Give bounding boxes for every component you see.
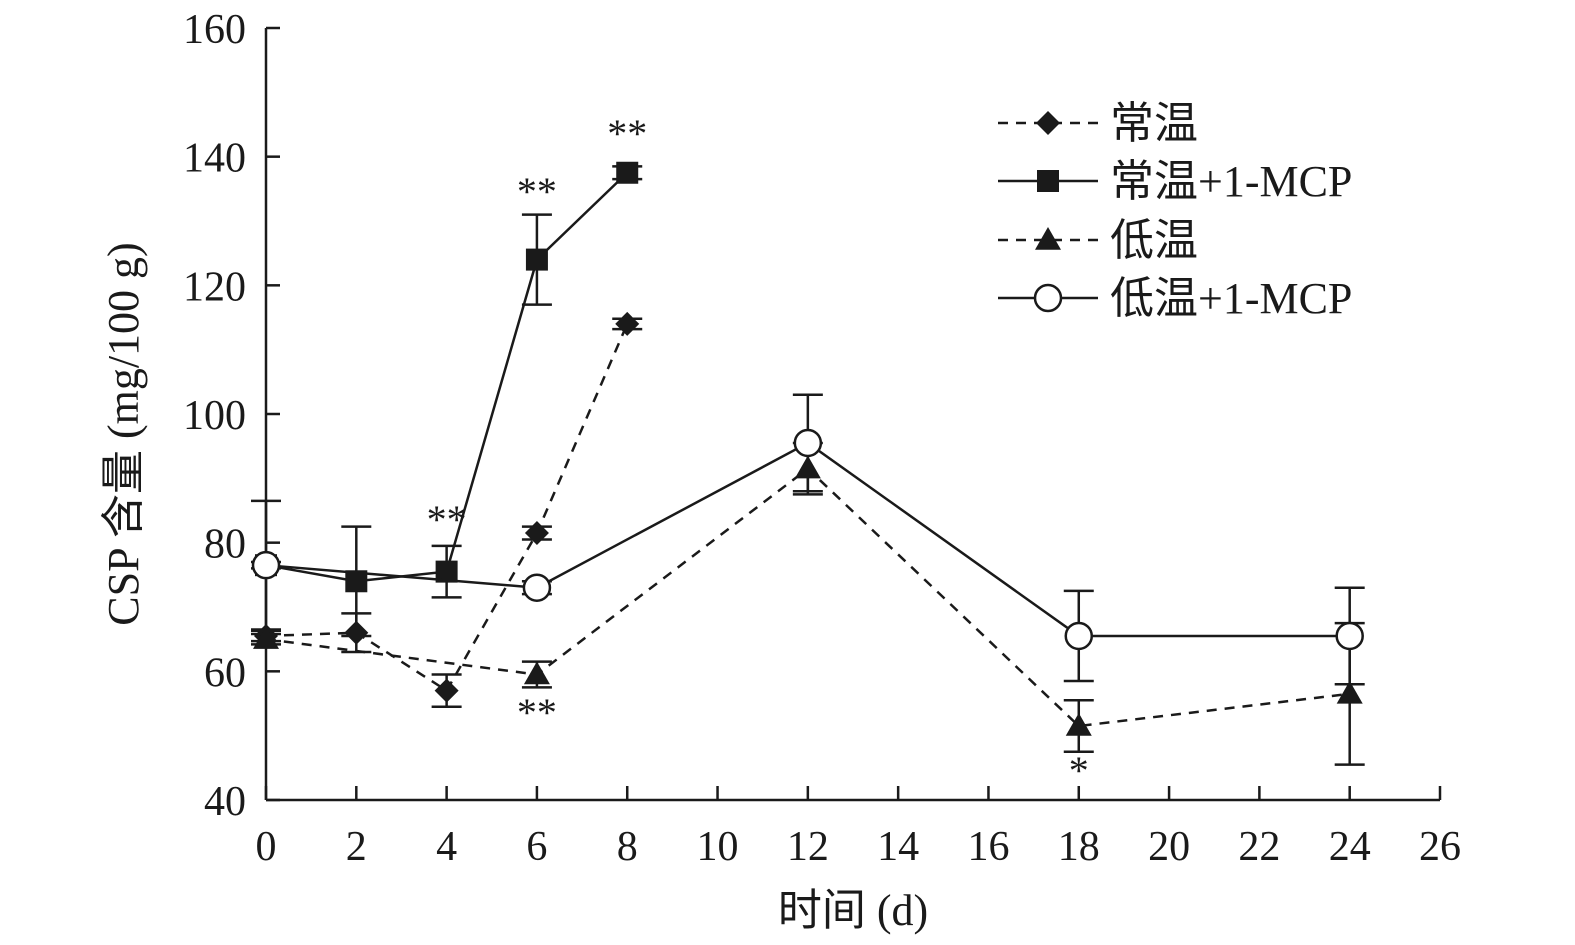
- y-tick-label: 160: [183, 7, 246, 53]
- x-tick-label: 8: [617, 824, 638, 870]
- series-2: [251, 161, 643, 638]
- data-point: [616, 161, 639, 184]
- data-point: [1065, 713, 1092, 736]
- data-point: [434, 678, 459, 703]
- data-point: [345, 570, 368, 593]
- legend-label: 低温+1-MCP: [1110, 274, 1352, 323]
- x-axis-title: 时间 (d): [778, 886, 928, 935]
- y-tick-label: 140: [183, 136, 246, 182]
- x-tick-label: 20: [1148, 824, 1190, 870]
- significance-label: **: [517, 169, 557, 214]
- data-point: [253, 626, 279, 649]
- legend-label: 常温: [1110, 99, 1198, 148]
- x-tick-label: 14: [877, 824, 919, 870]
- x-tick-label: 22: [1238, 824, 1280, 870]
- data-point: [793, 428, 823, 458]
- significance-label: *: [1069, 748, 1089, 793]
- x-tick-label: 4: [436, 824, 457, 870]
- y-tick-label: 40: [204, 779, 246, 825]
- y-axis-title: CSP 含量 (mg/100 g): [99, 242, 148, 625]
- x-tick-label: 0: [256, 824, 277, 870]
- data-point: [1064, 621, 1094, 651]
- data-point: [1336, 680, 1363, 704]
- legend-item: 低温: [998, 216, 1198, 265]
- legend-item: 常温+1-MCP: [998, 157, 1352, 206]
- x-tick-label: 10: [697, 824, 739, 870]
- data-point: [525, 248, 548, 271]
- series-line: [265, 323, 629, 693]
- legend-label: 低温: [1110, 216, 1198, 265]
- legend-marker: [1036, 111, 1060, 135]
- x-tick-label: 6: [526, 824, 547, 870]
- data-point: [1335, 621, 1364, 651]
- y-tick-label: 60: [204, 650, 246, 696]
- x-tick-label: 16: [967, 824, 1009, 870]
- y-tick-label: 80: [204, 522, 246, 568]
- x-tick-label: 12: [787, 824, 829, 870]
- data-point: [523, 661, 550, 685]
- x-tick-label: 24: [1329, 824, 1371, 870]
- data-point: [524, 521, 549, 546]
- data-point: [251, 550, 281, 580]
- x-tick-label: 18: [1058, 824, 1100, 870]
- x-tick-label: 2: [346, 824, 367, 870]
- legend-marker: [1033, 283, 1063, 313]
- y-tick-label: 120: [183, 264, 246, 310]
- legend-marker: [1035, 227, 1061, 250]
- data-marks: *********: [251, 111, 1365, 793]
- significance-label: **: [427, 497, 467, 542]
- series-4: [251, 393, 1365, 686]
- legend-label: 常温+1-MCP: [1110, 157, 1352, 206]
- x-tick-label: 26: [1419, 824, 1461, 870]
- y-tick-label: 100: [183, 393, 246, 439]
- significance-label: **: [517, 690, 557, 735]
- data-point: [522, 573, 552, 602]
- legend-marker: [1037, 170, 1059, 192]
- legend-item: 低温+1-MCP: [998, 274, 1352, 323]
- data-point: [435, 560, 458, 583]
- significance-label: **: [607, 111, 647, 156]
- legend-item: 常温: [998, 99, 1198, 148]
- data-point: [615, 311, 640, 336]
